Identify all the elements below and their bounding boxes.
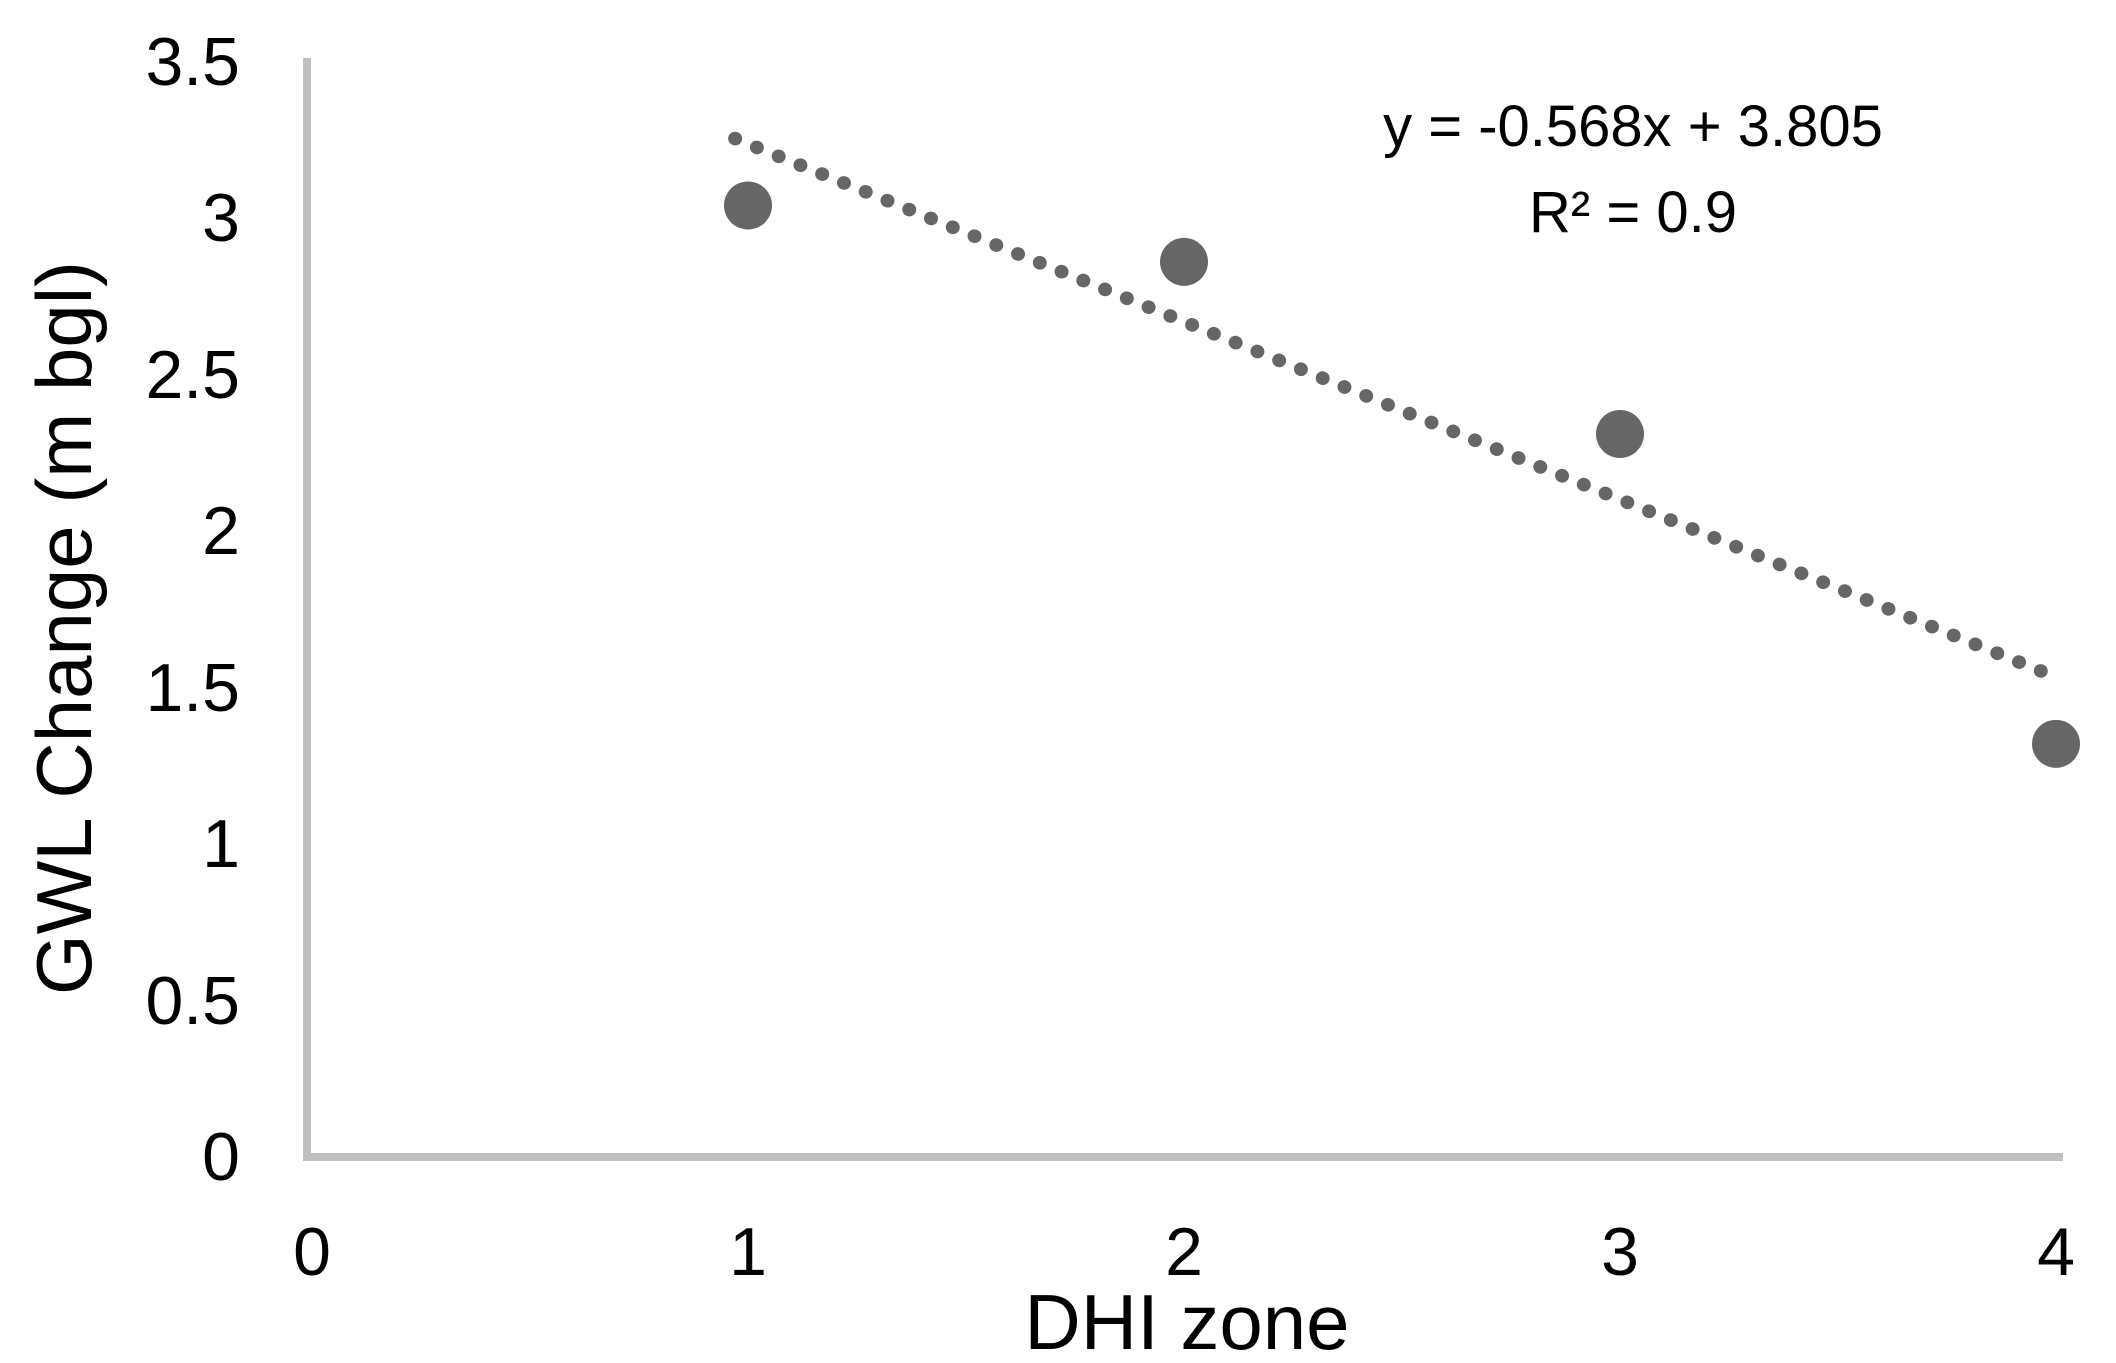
trendline: [728, 131, 2068, 686]
trendline-equation: y = -0.568x + 3.805: [1383, 94, 1883, 159]
y-tick-label: 2: [202, 493, 240, 569]
y-tick-label: 0: [202, 1119, 240, 1195]
y-tick-label: 0.5: [145, 962, 240, 1039]
y-axis-line: [303, 58, 311, 1161]
x-tick-label: 0: [293, 1214, 331, 1290]
trendline-annotation: y = -0.568x + 3.805 R² = 0.9: [1183, 84, 2083, 256]
y-tick-label: 2.5: [145, 336, 240, 413]
x-tick-label: 4: [2037, 1214, 2075, 1290]
y-axis-title: GWL Change (m bgl): [20, 260, 108, 996]
x-tick-label: 3: [1601, 1214, 1639, 1290]
data-point: [2032, 719, 2080, 768]
y-tick-label: 3: [202, 180, 240, 256]
x-axis-line: [303, 1153, 2063, 1161]
y-tick-label: 1.5: [145, 649, 240, 726]
r-squared-value: R² = 0.9: [1529, 180, 1737, 245]
x-axis-title: DHI zone: [1024, 1278, 1350, 1363]
data-point: [1596, 409, 1644, 458]
data-point: [724, 181, 772, 230]
y-tick-label: 1: [202, 806, 240, 882]
y-tick-label: 3.5: [145, 23, 240, 100]
x-tick-label: 1: [729, 1214, 767, 1290]
data-point: [1160, 237, 1208, 286]
x-tick-label: 2: [1165, 1214, 1203, 1290]
